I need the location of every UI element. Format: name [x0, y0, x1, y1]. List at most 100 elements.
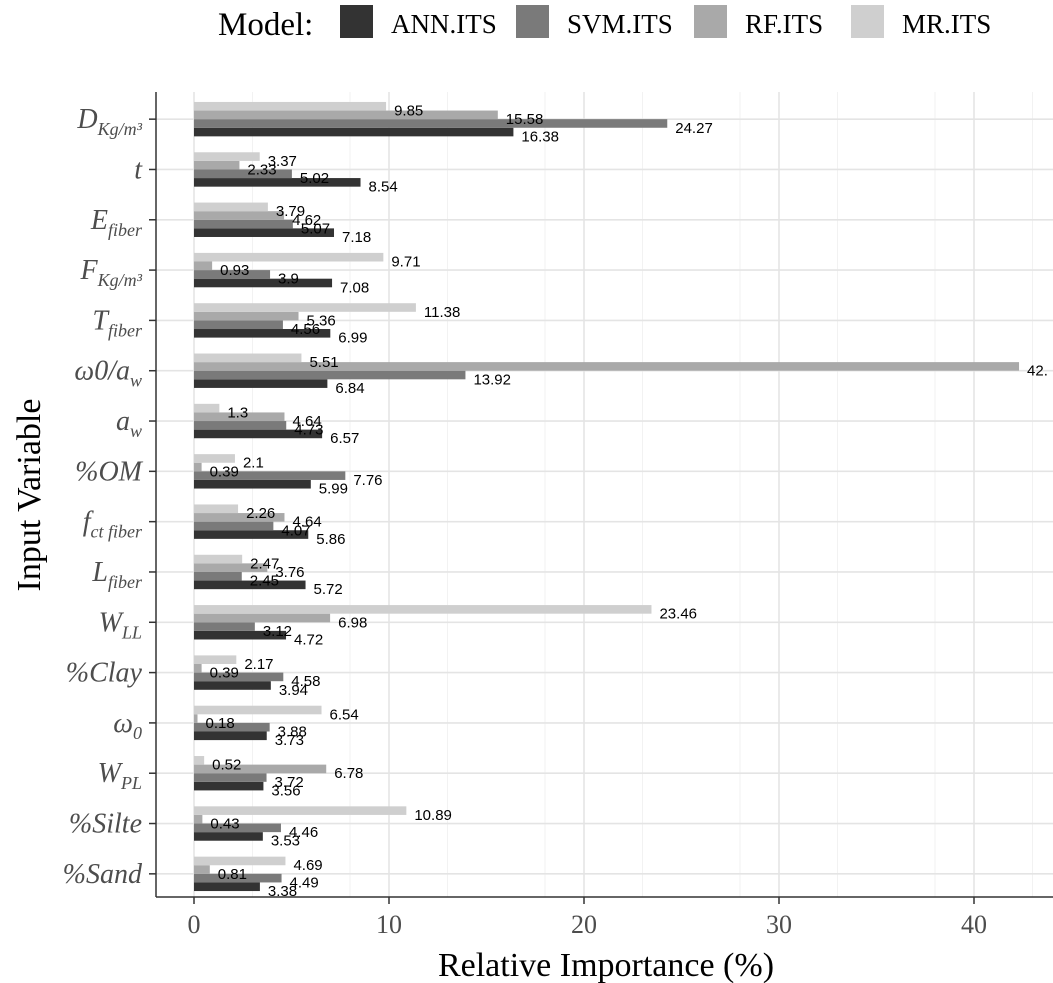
bar-rf-its — [194, 613, 331, 623]
data-label: 9.85 — [394, 103, 423, 120]
bar-svm-its — [194, 571, 242, 581]
data-label: 4.62 — [292, 212, 321, 229]
bar-ann-its — [194, 429, 323, 439]
bar-mr-its — [194, 202, 268, 212]
x-tick-label: 40 — [961, 910, 987, 939]
data-label: 9.71 — [391, 253, 420, 270]
x-tick-label: 10 — [376, 910, 402, 939]
legend-swatch-svm-its — [516, 5, 549, 38]
y-axis-title: Input Variable — [11, 399, 48, 592]
data-label: 3.9 — [278, 271, 299, 288]
bar-mr-its — [194, 605, 652, 614]
bar-svm-its — [194, 320, 283, 330]
bar-mr-its — [194, 152, 260, 161]
bar-svm-its — [194, 521, 274, 531]
legend-label: ANN.ITS — [391, 9, 497, 39]
data-label: 5.07 — [301, 220, 330, 237]
data-label: 42. — [1027, 363, 1048, 380]
data-label: 4.56 — [291, 321, 320, 338]
bar-mr-its — [194, 504, 239, 514]
data-label: 6.57 — [330, 430, 359, 447]
bar-mr-its — [194, 806, 407, 815]
bar-ann-its — [194, 228, 335, 237]
y-tick-label: ω0 — [113, 708, 142, 743]
bar-ann-its — [194, 127, 514, 137]
bar-ann-its — [194, 681, 271, 690]
bar-mr-its — [194, 252, 384, 262]
data-label: 6.98 — [338, 614, 367, 631]
data-label: 24.27 — [675, 120, 713, 137]
data-label: 0.39 — [210, 665, 239, 682]
bar-ann-its — [194, 278, 333, 288]
y-tick-label: aw — [116, 406, 142, 441]
data-label: 3.76 — [275, 564, 304, 581]
data-label: 15.58 — [506, 111, 544, 128]
bar-ann-its — [194, 329, 331, 338]
x-tick-label: 20 — [571, 910, 597, 939]
bar-ann-its — [194, 178, 361, 187]
x-tick-label: 0 — [188, 910, 201, 939]
y-tick-label: %OM — [75, 456, 144, 487]
data-label: 6.84 — [335, 380, 364, 397]
y-tick-label: WLL — [99, 607, 142, 642]
bar-mr-its — [194, 101, 387, 111]
data-label: 5.86 — [316, 531, 345, 548]
data-label: 0.93 — [220, 262, 249, 279]
data-label: 2.47 — [250, 555, 279, 572]
bar-ann-its — [194, 530, 309, 539]
bar-ann-its — [194, 781, 264, 791]
legend-swatch-mr-its — [851, 5, 884, 38]
bar-rf-its — [194, 211, 285, 220]
bar-rf-its — [194, 814, 203, 824]
data-label: 5.72 — [314, 581, 343, 598]
bar-svm-its — [194, 773, 267, 782]
bar-rf-its — [194, 663, 202, 673]
data-label: 3.73 — [275, 732, 304, 749]
data-label: 2.33 — [247, 161, 276, 178]
bar-svm-its — [194, 421, 287, 430]
bar-rf-its — [194, 513, 285, 522]
data-label: 3.37 — [268, 153, 297, 170]
y-tick-label: Lfiber — [91, 557, 143, 592]
data-label: 3.94 — [279, 682, 308, 699]
x-axis-title: Relative Importance (%) — [438, 947, 774, 983]
bar-ann-its — [194, 630, 287, 640]
bar-rf-its — [194, 764, 327, 774]
data-label: 4.72 — [294, 631, 323, 648]
data-label: 5.51 — [309, 354, 338, 371]
bar-svm-its — [194, 873, 282, 883]
data-label: 3.12 — [263, 623, 292, 640]
bar-ann-its — [194, 731, 267, 741]
legend-swatch-ann-its — [340, 5, 373, 38]
data-label: 3.56 — [271, 782, 300, 799]
data-label: 5.99 — [319, 481, 348, 498]
data-label: 8.54 — [369, 179, 398, 196]
legend-label: RF.ITS — [745, 9, 823, 39]
data-label: 0.39 — [210, 463, 239, 480]
data-label: 11.38 — [424, 304, 460, 321]
bar-ann-its — [194, 580, 306, 590]
data-label: 6.99 — [338, 330, 367, 347]
data-label: 4.73 — [294, 422, 323, 439]
data-label: 2.17 — [244, 656, 273, 673]
data-label: 4.64 — [292, 413, 321, 430]
bar-rf-its — [194, 563, 268, 572]
data-label: 4.64 — [292, 514, 321, 531]
data-label: 1.3 — [227, 404, 248, 421]
legend-title: Model: — [218, 7, 313, 43]
y-tick-label: %Silte — [69, 809, 142, 840]
bar-mr-its — [194, 705, 322, 715]
data-label: 2.45 — [250, 573, 279, 590]
data-label: 4.46 — [289, 824, 318, 841]
data-label: 3.72 — [275, 774, 304, 791]
y-tick-label: t — [134, 154, 143, 185]
bar-svm-its — [194, 722, 270, 732]
bar-svm-its — [194, 622, 255, 631]
bar-rf-its — [194, 462, 202, 472]
bar-ann-its — [194, 832, 263, 841]
data-label: 3.38 — [268, 883, 297, 900]
bar-rf-its — [194, 362, 1020, 371]
y-tick-label: %Clay — [66, 658, 143, 689]
data-label: 2.1 — [243, 455, 264, 472]
bar-mr-its — [194, 403, 220, 413]
